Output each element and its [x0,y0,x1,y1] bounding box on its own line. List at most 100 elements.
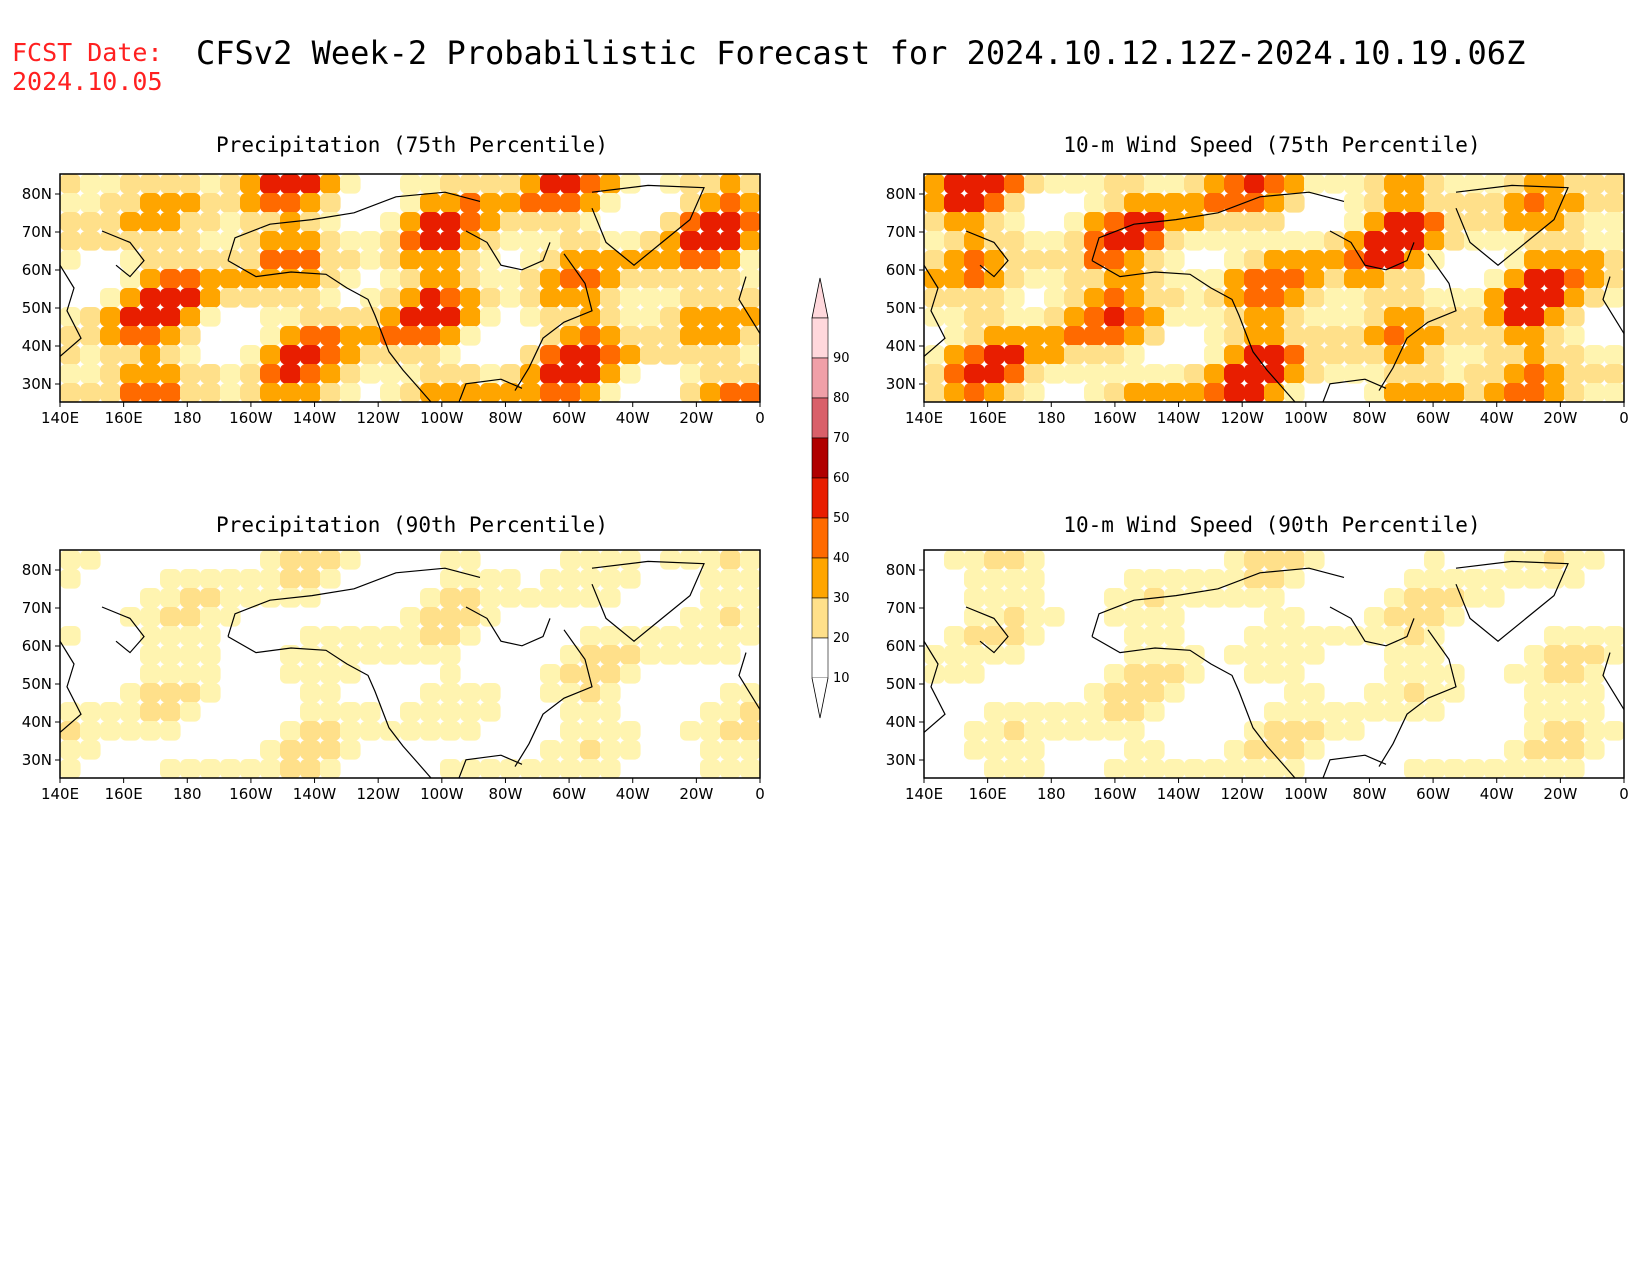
lat-tick-label: 80N [22,185,52,203]
colorbar-segment [811,397,829,439]
lon-tick-label: 140W [293,409,337,427]
lat-tick-label: 60N [22,261,52,279]
lon-tick-label: 80W [1352,785,1386,803]
lat-tick-label: 50N [22,299,52,317]
lon-tick-label: 160W [1093,409,1137,427]
colorbar-segment [811,317,829,359]
coastline [591,184,705,266]
lon-tick-label: 160E [105,409,143,427]
colorbar-segment [811,477,829,519]
lon-tick-label: 0 [1619,409,1629,427]
coastline [591,560,705,642]
lon-tick-label: 140E [41,785,79,803]
map-panel-precip90: 140E 160E 180 160W 140W 120W 100W 80W 60W 40W 20W 0… [22,549,765,803]
coastline [965,606,1009,654]
lon-tick-label: 80W [1352,409,1386,427]
coastline [458,754,523,778]
forecast-date-caption: FCST Date: [12,38,163,67]
coastline [1322,378,1387,402]
map-panel-wind90: 140E 160E 180 160W 140W 120W 100W 80W 60W 40W 20W 0… [886,549,1629,803]
coastline [1091,260,1296,402]
panel-title-precip75: Precipitation (75th Percentile) [216,133,608,157]
colorbar-bottom-arrow [811,677,829,719]
lon-tick-label: 180 [173,409,202,427]
lon-tick-label: 180 [173,785,202,803]
lon-tick-label: 40W [616,409,650,427]
colorbar-tick-label: 30 [833,591,850,606]
colorbar-segment [811,597,829,639]
coastline [465,606,551,647]
lon-tick-label: 60W [1416,409,1450,427]
colorbar-tick-label: 40 [833,551,850,566]
coastline [924,264,946,357]
lat-tick-label: 80N [886,185,916,203]
lon-tick-label: 80W [488,785,522,803]
lat-tick-label: 50N [22,675,52,693]
lon-tick-label: 20W [679,785,713,803]
colorbar-segment [811,557,829,599]
map-panel-precip75: 140E 160E 180 160W 140W 120W 100W 80W 60W 40W 20W 0… [22,173,765,427]
coastline [1378,629,1457,767]
lon-tick-label: 0 [755,785,765,803]
coastline [738,652,760,710]
lat-tick-label: 40N [22,337,52,355]
lon-tick-label: 160E [105,785,143,803]
lon-tick-label: 80W [488,409,522,427]
page-title: CFSv2 Week-2 Probabilistic Forecast for … [196,34,1526,72]
colorbar-tick-label: 20 [833,631,850,646]
coastline [1091,567,1345,637]
lat-tick-label: 80N [22,561,52,579]
colorbar-tick-label: 10 [833,671,850,686]
coastline [1329,230,1415,271]
lon-tick-label: 0 [1619,785,1629,803]
coastline [1602,276,1624,334]
lon-tick-label: 20W [679,409,713,427]
map-frame [59,549,761,779]
lon-tick-label: 160E [969,785,1007,803]
lat-tick-label: 60N [886,637,916,655]
coastline [101,606,145,654]
colorbar: 10 20 30 40 50 60 70 80 90 [811,277,850,719]
coastline [1602,652,1624,710]
lon-tick-label: 40W [1480,785,1514,803]
lat-tick-label: 30N [22,751,52,769]
coastline [465,230,551,271]
coastline [60,264,82,357]
coastline [1091,191,1345,261]
lon-tick-label: 60W [1416,785,1450,803]
coastline [1455,184,1569,266]
lon-tick-label: 120W [356,785,400,803]
map-frame [923,549,1625,779]
lat-tick-label: 70N [886,599,916,617]
forecast-date-label: FCST Date: 2024.10.05 [12,38,163,96]
lat-tick-label: 70N [886,223,916,241]
coastline [965,230,1009,278]
lon-tick-label: 160E [969,409,1007,427]
lat-tick-label: 30N [886,375,916,393]
lon-tick-label: 100W [1284,785,1328,803]
coastline [738,276,760,334]
map-frame [59,173,761,403]
coastline [924,640,946,733]
probability-field [60,550,760,778]
probability-field [60,174,760,402]
coastline [227,567,481,637]
lon-tick-label: 140W [1157,409,1201,427]
lat-tick-label: 40N [886,713,916,731]
lon-tick-label: 140E [905,785,943,803]
lat-tick-label: 80N [886,561,916,579]
lon-tick-label: 140W [1157,785,1201,803]
probability-field [924,174,1624,402]
coastline [227,260,432,402]
map-panel-wind75: 140E 160E 180 160W 140W 120W 100W 80W 60W 40W 20W 0… [886,173,1629,427]
coastline [514,253,593,391]
lon-tick-label: 60W [552,409,586,427]
colorbar-segment [811,437,829,479]
coastline [1322,754,1387,778]
lon-tick-label: 140W [293,785,337,803]
panel-title-precip90: Precipitation (90th Percentile) [216,513,608,537]
lon-tick-label: 120W [1220,409,1264,427]
map-frame [923,173,1625,403]
lon-tick-label: 140E [905,409,943,427]
